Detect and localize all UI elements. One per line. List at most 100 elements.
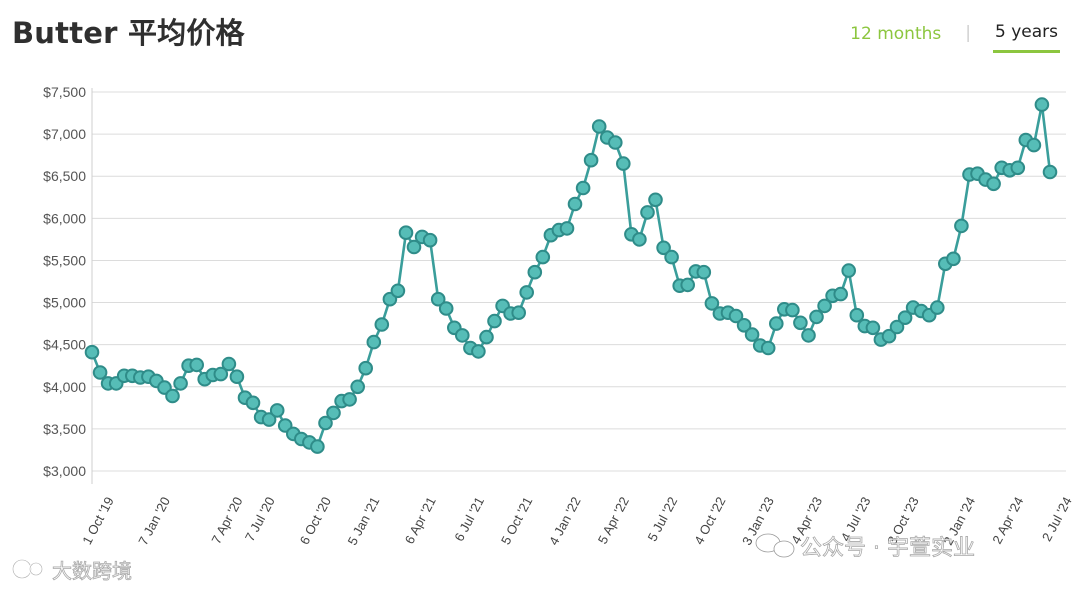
data-point[interactable] [84,344,100,360]
data-point[interactable] [326,405,341,421]
data-point[interactable] [648,192,663,208]
data-point[interactable] [479,329,494,345]
data-point[interactable] [342,392,357,407]
data-point[interactable] [318,415,333,431]
x-tick-label: 7 Apr '20 [208,494,245,546]
data-point[interactable] [374,317,390,332]
y-tick-label: $6,000 [43,210,86,226]
data-point[interactable] [954,218,969,234]
data-point[interactable] [608,135,623,150]
data-point[interactable] [438,301,454,316]
data-point[interactable] [881,328,897,344]
data-point[interactable] [616,156,631,171]
data-point[interactable] [390,283,406,299]
series-line [90,103,1052,448]
grid-lines [92,91,1066,472]
data-point[interactable] [519,285,535,300]
y-tick-label: $7,000 [43,126,86,142]
data-point[interactable] [511,305,527,321]
data-point[interactable] [245,395,261,411]
data-point[interactable] [165,388,180,404]
data-point[interactable] [567,196,583,212]
data-point[interactable] [358,360,374,376]
data-point[interactable] [664,249,679,265]
data-point[interactable] [728,308,744,324]
watermark-left: 大数跨境 [52,559,132,583]
data-point[interactable] [261,412,277,427]
data-point[interactable] [785,302,800,318]
data-point[interactable] [889,319,905,335]
data-point[interactable] [1010,160,1026,176]
data-point[interactable] [422,232,438,248]
data-point[interactable] [793,315,808,331]
data-point[interactable] [398,225,414,240]
tab-5-years[interactable]: 5 years [992,20,1060,53]
data-point[interactable] [535,249,551,265]
data-point[interactable] [817,298,832,314]
watermark-left-logo [11,558,44,580]
data-point[interactable] [865,320,881,336]
data-point[interactable] [760,340,776,356]
data-point[interactable] [946,251,961,267]
data-point[interactable] [696,264,712,280]
data-point[interactable] [769,316,784,331]
data-point[interactable] [487,313,502,329]
data-point[interactable] [559,221,575,236]
series-points [84,97,1058,454]
x-tick-label: 5 Apr '22 [595,494,632,546]
data-point[interactable] [986,176,1001,192]
x-tick-label: 4 Jan '22 [546,494,584,547]
data-point[interactable] [897,310,913,326]
data-point[interactable] [575,180,591,196]
x-tick-label: 7 Jan '20 [135,494,173,547]
data-point[interactable] [736,318,752,333]
x-tick-label: 5 Oct '21 [498,494,535,547]
data-point[interactable] [680,277,696,293]
data-point[interactable] [1042,164,1058,180]
data-point[interactable] [221,356,237,372]
data-point[interactable] [92,365,108,380]
y-tick-label: $7,500 [43,84,86,100]
data-point[interactable] [455,328,470,343]
data-point[interactable] [640,205,655,220]
data-point[interactable] [930,300,945,315]
data-point[interactable] [591,119,607,134]
x-tick-label: 2 Jul '24 [1039,494,1075,543]
data-point[interactable] [406,239,422,255]
data-point[interactable] [269,403,285,418]
page-title: Butter 平均价格 [12,16,245,50]
data-point[interactable] [213,366,229,382]
y-axis: $7,500 $7,000 $6,500 $6,000 $5,500 $5,000 $4,5… [43,84,86,479]
data-point[interactable] [527,264,543,280]
data-point[interactable] [801,328,816,343]
data-point[interactable] [310,439,325,454]
data-point[interactable] [1026,137,1042,153]
data-point[interactable] [841,263,857,278]
data-point[interactable] [430,291,446,307]
y-tick-label: $4,500 [43,337,86,353]
data-point[interactable] [833,286,849,302]
data-point[interactable] [656,240,671,256]
data-point[interactable] [632,232,647,247]
data-point[interactable] [849,307,865,323]
data-point[interactable] [189,357,204,373]
x-tick-label: 2 Apr '24 [989,494,1026,546]
data-point[interactable] [173,376,188,391]
data-point[interactable] [229,369,245,385]
tab-12-months[interactable]: 12 months [850,23,942,44]
y-tick-label: $6,500 [43,168,86,184]
data-point[interactable] [366,334,382,350]
data-point[interactable] [704,296,720,311]
data-point[interactable] [744,327,760,342]
data-point[interactable] [1034,97,1050,112]
range-tabs: 12 months | 5 years [848,20,1060,53]
x-tick-label: 6 Jul '21 [451,494,487,543]
x-tick-label: 7 Jul '20 [242,494,278,543]
data-point[interactable] [809,309,824,325]
x-tick-label: 4 Oct '22 [691,494,728,547]
watermark-right-logo [755,533,795,558]
data-point[interactable] [471,344,486,359]
data-point[interactable] [350,379,366,395]
data-point[interactable] [583,152,599,168]
